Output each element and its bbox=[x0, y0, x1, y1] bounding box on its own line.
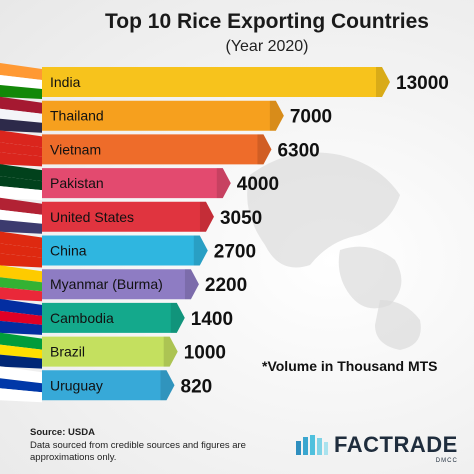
category-label: Myanmar (Burma) bbox=[50, 276, 163, 292]
chart-subtitle: (Year 2020) bbox=[225, 38, 309, 55]
map-shape bbox=[247, 152, 400, 268]
value-label: 3050 bbox=[220, 208, 262, 229]
bar bbox=[42, 370, 175, 401]
unit-note: *Volume in Thousand MTS bbox=[262, 358, 438, 374]
logo-sub: DMCC bbox=[435, 458, 458, 464]
bar-tip bbox=[163, 336, 178, 367]
category-label: Brazil bbox=[50, 344, 85, 360]
bar-tip bbox=[257, 134, 272, 165]
value-label: 2700 bbox=[214, 242, 256, 263]
bar bbox=[42, 235, 208, 266]
uruguay-flag-icon bbox=[0, 366, 42, 403]
flag-strip bbox=[0, 63, 42, 403]
logo-name: FACTRADE bbox=[334, 432, 458, 457]
bar-tip bbox=[376, 67, 390, 97]
value-label: 13000 bbox=[396, 73, 449, 94]
cambodia-flag-icon bbox=[0, 298, 42, 335]
usa-flag-icon bbox=[0, 197, 42, 234]
bar-tip bbox=[199, 201, 214, 232]
bar bbox=[42, 168, 231, 199]
category-label: India bbox=[50, 74, 81, 90]
value-label: 4000 bbox=[237, 174, 279, 195]
category-label: Vietnam bbox=[50, 141, 101, 157]
bar bbox=[42, 67, 390, 97]
bar-tip bbox=[184, 269, 199, 300]
category-label: China bbox=[50, 243, 87, 259]
value-label: 1000 bbox=[184, 343, 226, 364]
bar-tip bbox=[193, 235, 208, 266]
disclaimer-text: Data sourced from credible sources and f… bbox=[30, 440, 246, 463]
source-label: Source: USDA bbox=[30, 427, 95, 438]
value-label: 1400 bbox=[191, 309, 233, 330]
value-label: 820 bbox=[181, 376, 213, 397]
world-map-background bbox=[247, 152, 421, 350]
myanmar-flag-icon bbox=[0, 265, 42, 302]
category-label: Thailand bbox=[50, 108, 104, 124]
category-label: Uruguay bbox=[50, 377, 103, 393]
brazil-flag-icon bbox=[0, 332, 42, 369]
bar bbox=[42, 336, 178, 367]
china-flag-icon bbox=[0, 231, 42, 268]
map-shape bbox=[375, 300, 421, 350]
bar bbox=[42, 134, 272, 165]
bar-tip bbox=[160, 370, 175, 401]
thailand-flag-icon bbox=[0, 96, 42, 133]
category-label: Pakistan bbox=[50, 175, 104, 191]
map-shape bbox=[338, 246, 402, 309]
bar bbox=[42, 201, 214, 232]
bar bbox=[42, 302, 185, 333]
bar-tip bbox=[216, 168, 231, 199]
bars: India 13000 Thailand 7000 Vietnam 6300 Pakista… bbox=[42, 67, 449, 401]
vietnam-flag-icon bbox=[0, 130, 42, 167]
pakistan-flag-icon bbox=[0, 164, 42, 201]
category-label: Cambodia bbox=[50, 310, 114, 326]
category-label: United States bbox=[50, 209, 134, 225]
india-flag-icon bbox=[0, 63, 42, 99]
bar bbox=[42, 100, 284, 131]
factrade-logo: FACTRADE DMCC bbox=[296, 432, 458, 464]
value-label: 7000 bbox=[290, 107, 332, 128]
bar-tip bbox=[269, 100, 284, 131]
factrade-logo-icon bbox=[296, 435, 328, 455]
bar bbox=[42, 269, 199, 300]
value-label: 2200 bbox=[205, 275, 247, 296]
chart-title: Top 10 Rice Exporting Countries bbox=[105, 10, 429, 33]
bar-tip bbox=[170, 302, 185, 333]
value-label: 6300 bbox=[277, 140, 319, 161]
